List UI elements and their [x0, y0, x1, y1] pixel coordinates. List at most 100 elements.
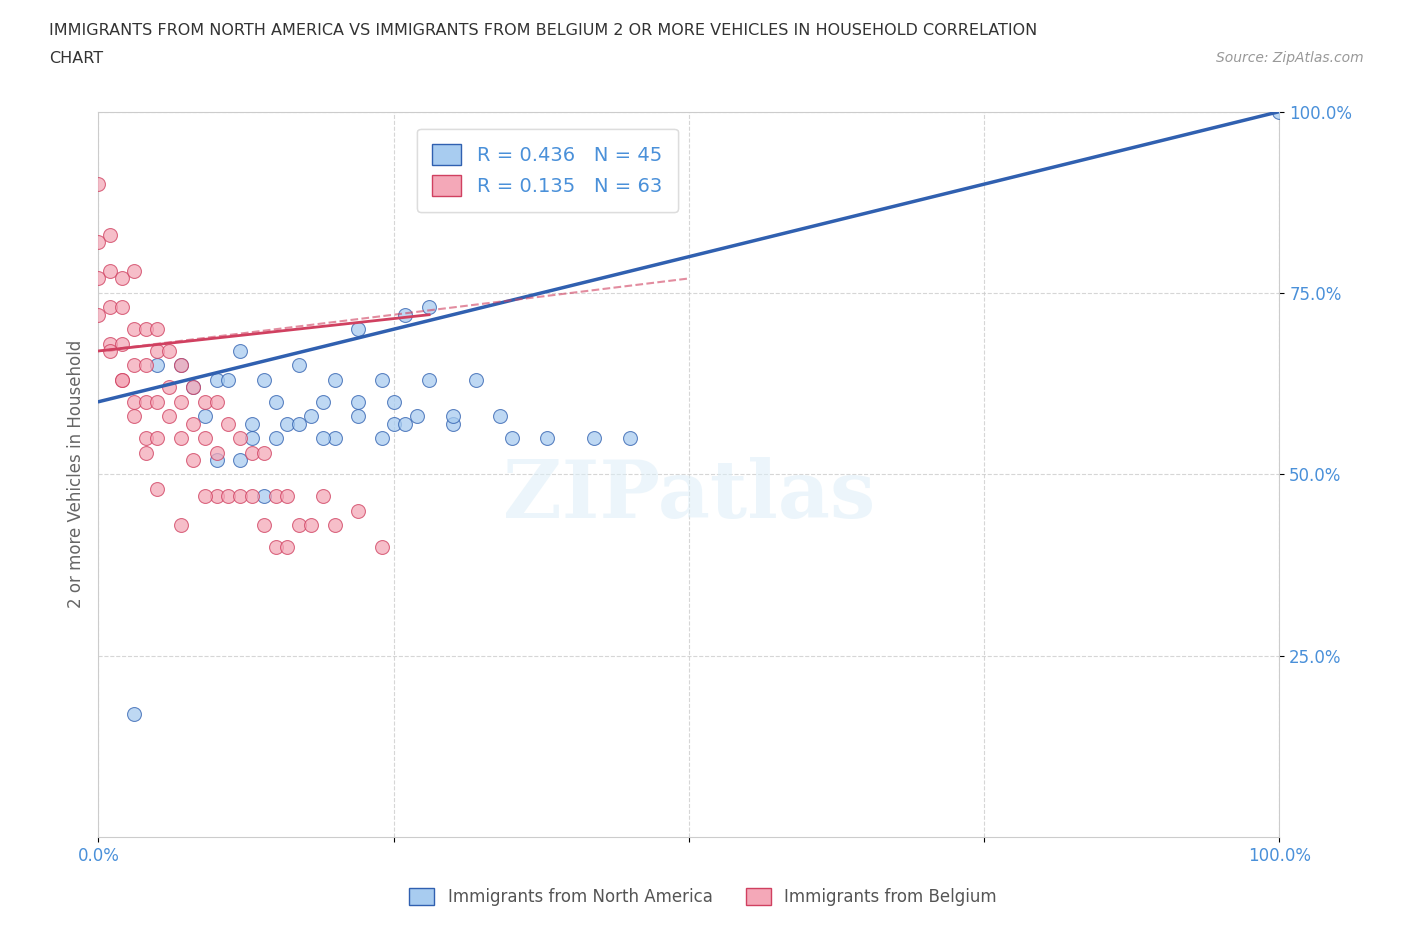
Point	[146, 322, 169, 337]
Point	[135, 431, 157, 445]
Point	[87, 177, 110, 192]
Point	[170, 358, 193, 373]
Point	[312, 488, 335, 503]
Point	[98, 300, 121, 315]
Point	[276, 488, 298, 503]
Point	[382, 416, 405, 431]
Point	[146, 431, 169, 445]
Point	[146, 358, 169, 373]
Point	[229, 343, 252, 358]
Point	[205, 452, 228, 467]
Point	[1268, 104, 1291, 119]
Point	[323, 373, 346, 388]
Point	[382, 394, 405, 409]
Point	[170, 518, 193, 533]
Point	[288, 416, 311, 431]
Point	[276, 416, 298, 431]
Point	[253, 373, 276, 388]
Point	[347, 322, 370, 337]
Point	[194, 394, 217, 409]
Point	[87, 271, 110, 286]
Text: IMMIGRANTS FROM NORTH AMERICA VS IMMIGRANTS FROM BELGIUM 2 OR MORE VEHICLES IN H: IMMIGRANTS FROM NORTH AMERICA VS IMMIGRA…	[49, 23, 1038, 38]
Point	[122, 322, 145, 337]
Point	[312, 394, 335, 409]
Point	[264, 539, 287, 554]
Point	[87, 307, 110, 322]
Point	[418, 300, 440, 315]
Legend: Immigrants from North America, Immigrants from Belgium: Immigrants from North America, Immigrant…	[402, 881, 1004, 912]
Point	[240, 445, 263, 460]
Point	[371, 539, 394, 554]
Point	[111, 373, 134, 388]
Point	[170, 358, 193, 373]
Point	[264, 394, 287, 409]
Point	[205, 445, 228, 460]
Point	[122, 264, 145, 279]
Point	[288, 358, 311, 373]
Point	[288, 518, 311, 533]
Point	[98, 264, 121, 279]
Point	[276, 539, 298, 554]
Point	[240, 431, 263, 445]
Point	[194, 488, 217, 503]
Point	[264, 488, 287, 503]
Point	[371, 373, 394, 388]
Point	[194, 409, 217, 424]
Point	[170, 394, 193, 409]
Text: ZIPatlas: ZIPatlas	[503, 457, 875, 535]
Point	[98, 343, 121, 358]
Point	[501, 431, 523, 445]
Point	[253, 518, 276, 533]
Point	[240, 488, 263, 503]
Legend: R = 0.436   N = 45, R = 0.135   N = 63: R = 0.436 N = 45, R = 0.135 N = 63	[416, 128, 678, 212]
Point	[205, 488, 228, 503]
Text: Source: ZipAtlas.com: Source: ZipAtlas.com	[1216, 51, 1364, 65]
Point	[111, 373, 134, 388]
Point	[299, 518, 322, 533]
Point	[111, 337, 134, 352]
Point	[371, 431, 394, 445]
Point	[347, 409, 370, 424]
Point	[394, 307, 416, 322]
Point	[135, 394, 157, 409]
Point	[583, 431, 606, 445]
Point	[394, 416, 416, 431]
Point	[229, 431, 252, 445]
Point	[146, 343, 169, 358]
Y-axis label: 2 or more Vehicles in Household: 2 or more Vehicles in Household	[66, 340, 84, 608]
Point	[465, 373, 488, 388]
Point	[347, 394, 370, 409]
Point	[205, 394, 228, 409]
Point	[157, 379, 180, 394]
Point	[122, 394, 145, 409]
Point	[323, 518, 346, 533]
Point	[135, 445, 157, 460]
Point	[441, 409, 464, 424]
Point	[135, 358, 157, 373]
Point	[170, 431, 193, 445]
Point	[240, 416, 263, 431]
Point	[229, 488, 252, 503]
Point	[98, 228, 121, 243]
Point	[87, 234, 110, 249]
Point	[299, 409, 322, 424]
Point	[347, 503, 370, 518]
Point	[619, 431, 641, 445]
Point	[418, 373, 440, 388]
Point	[181, 379, 204, 394]
Point	[217, 488, 239, 503]
Point	[205, 373, 228, 388]
Point	[181, 379, 204, 394]
Point	[406, 409, 429, 424]
Point	[217, 416, 239, 431]
Point	[536, 431, 558, 445]
Point	[135, 322, 157, 337]
Point	[441, 416, 464, 431]
Point	[253, 445, 276, 460]
Point	[323, 431, 346, 445]
Point	[111, 300, 134, 315]
Point	[264, 431, 287, 445]
Point	[489, 409, 512, 424]
Point	[98, 337, 121, 352]
Point	[146, 482, 169, 497]
